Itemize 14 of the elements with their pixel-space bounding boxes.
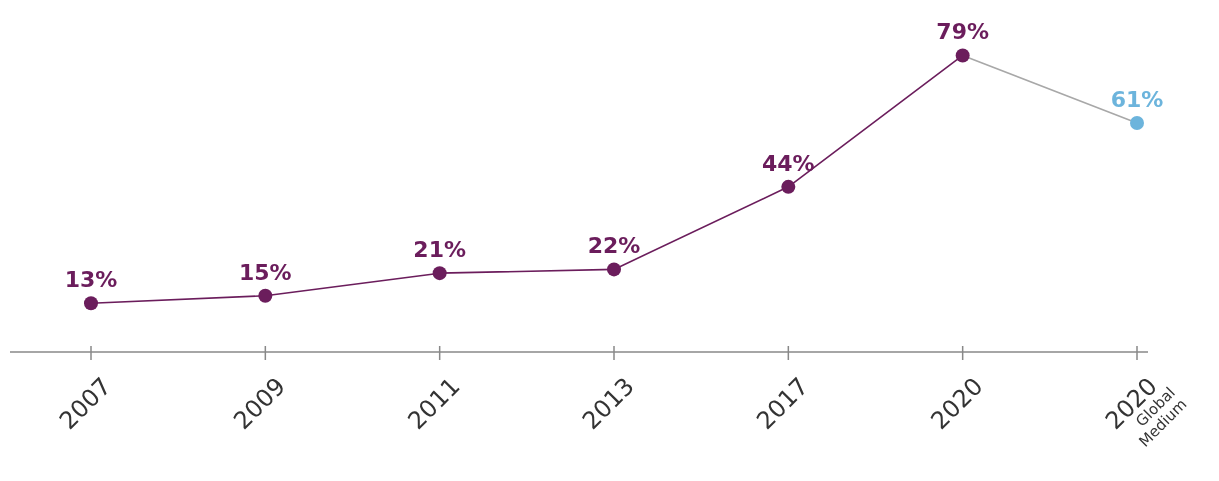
data-label: 21%: [413, 237, 466, 263]
data-label: 15%: [239, 259, 292, 285]
data-label: 61%: [1110, 87, 1164, 113]
point: [258, 288, 273, 303]
data-label: 22%: [587, 233, 641, 259]
point: [432, 266, 447, 281]
point: [607, 262, 621, 277]
point: [955, 48, 970, 63]
data-label: 44%: [762, 150, 815, 176]
point: [781, 179, 796, 194]
data-label: 79%: [936, 19, 989, 45]
point: [84, 296, 98, 311]
point: [1130, 116, 1144, 131]
data-label: 13%: [64, 267, 118, 293]
